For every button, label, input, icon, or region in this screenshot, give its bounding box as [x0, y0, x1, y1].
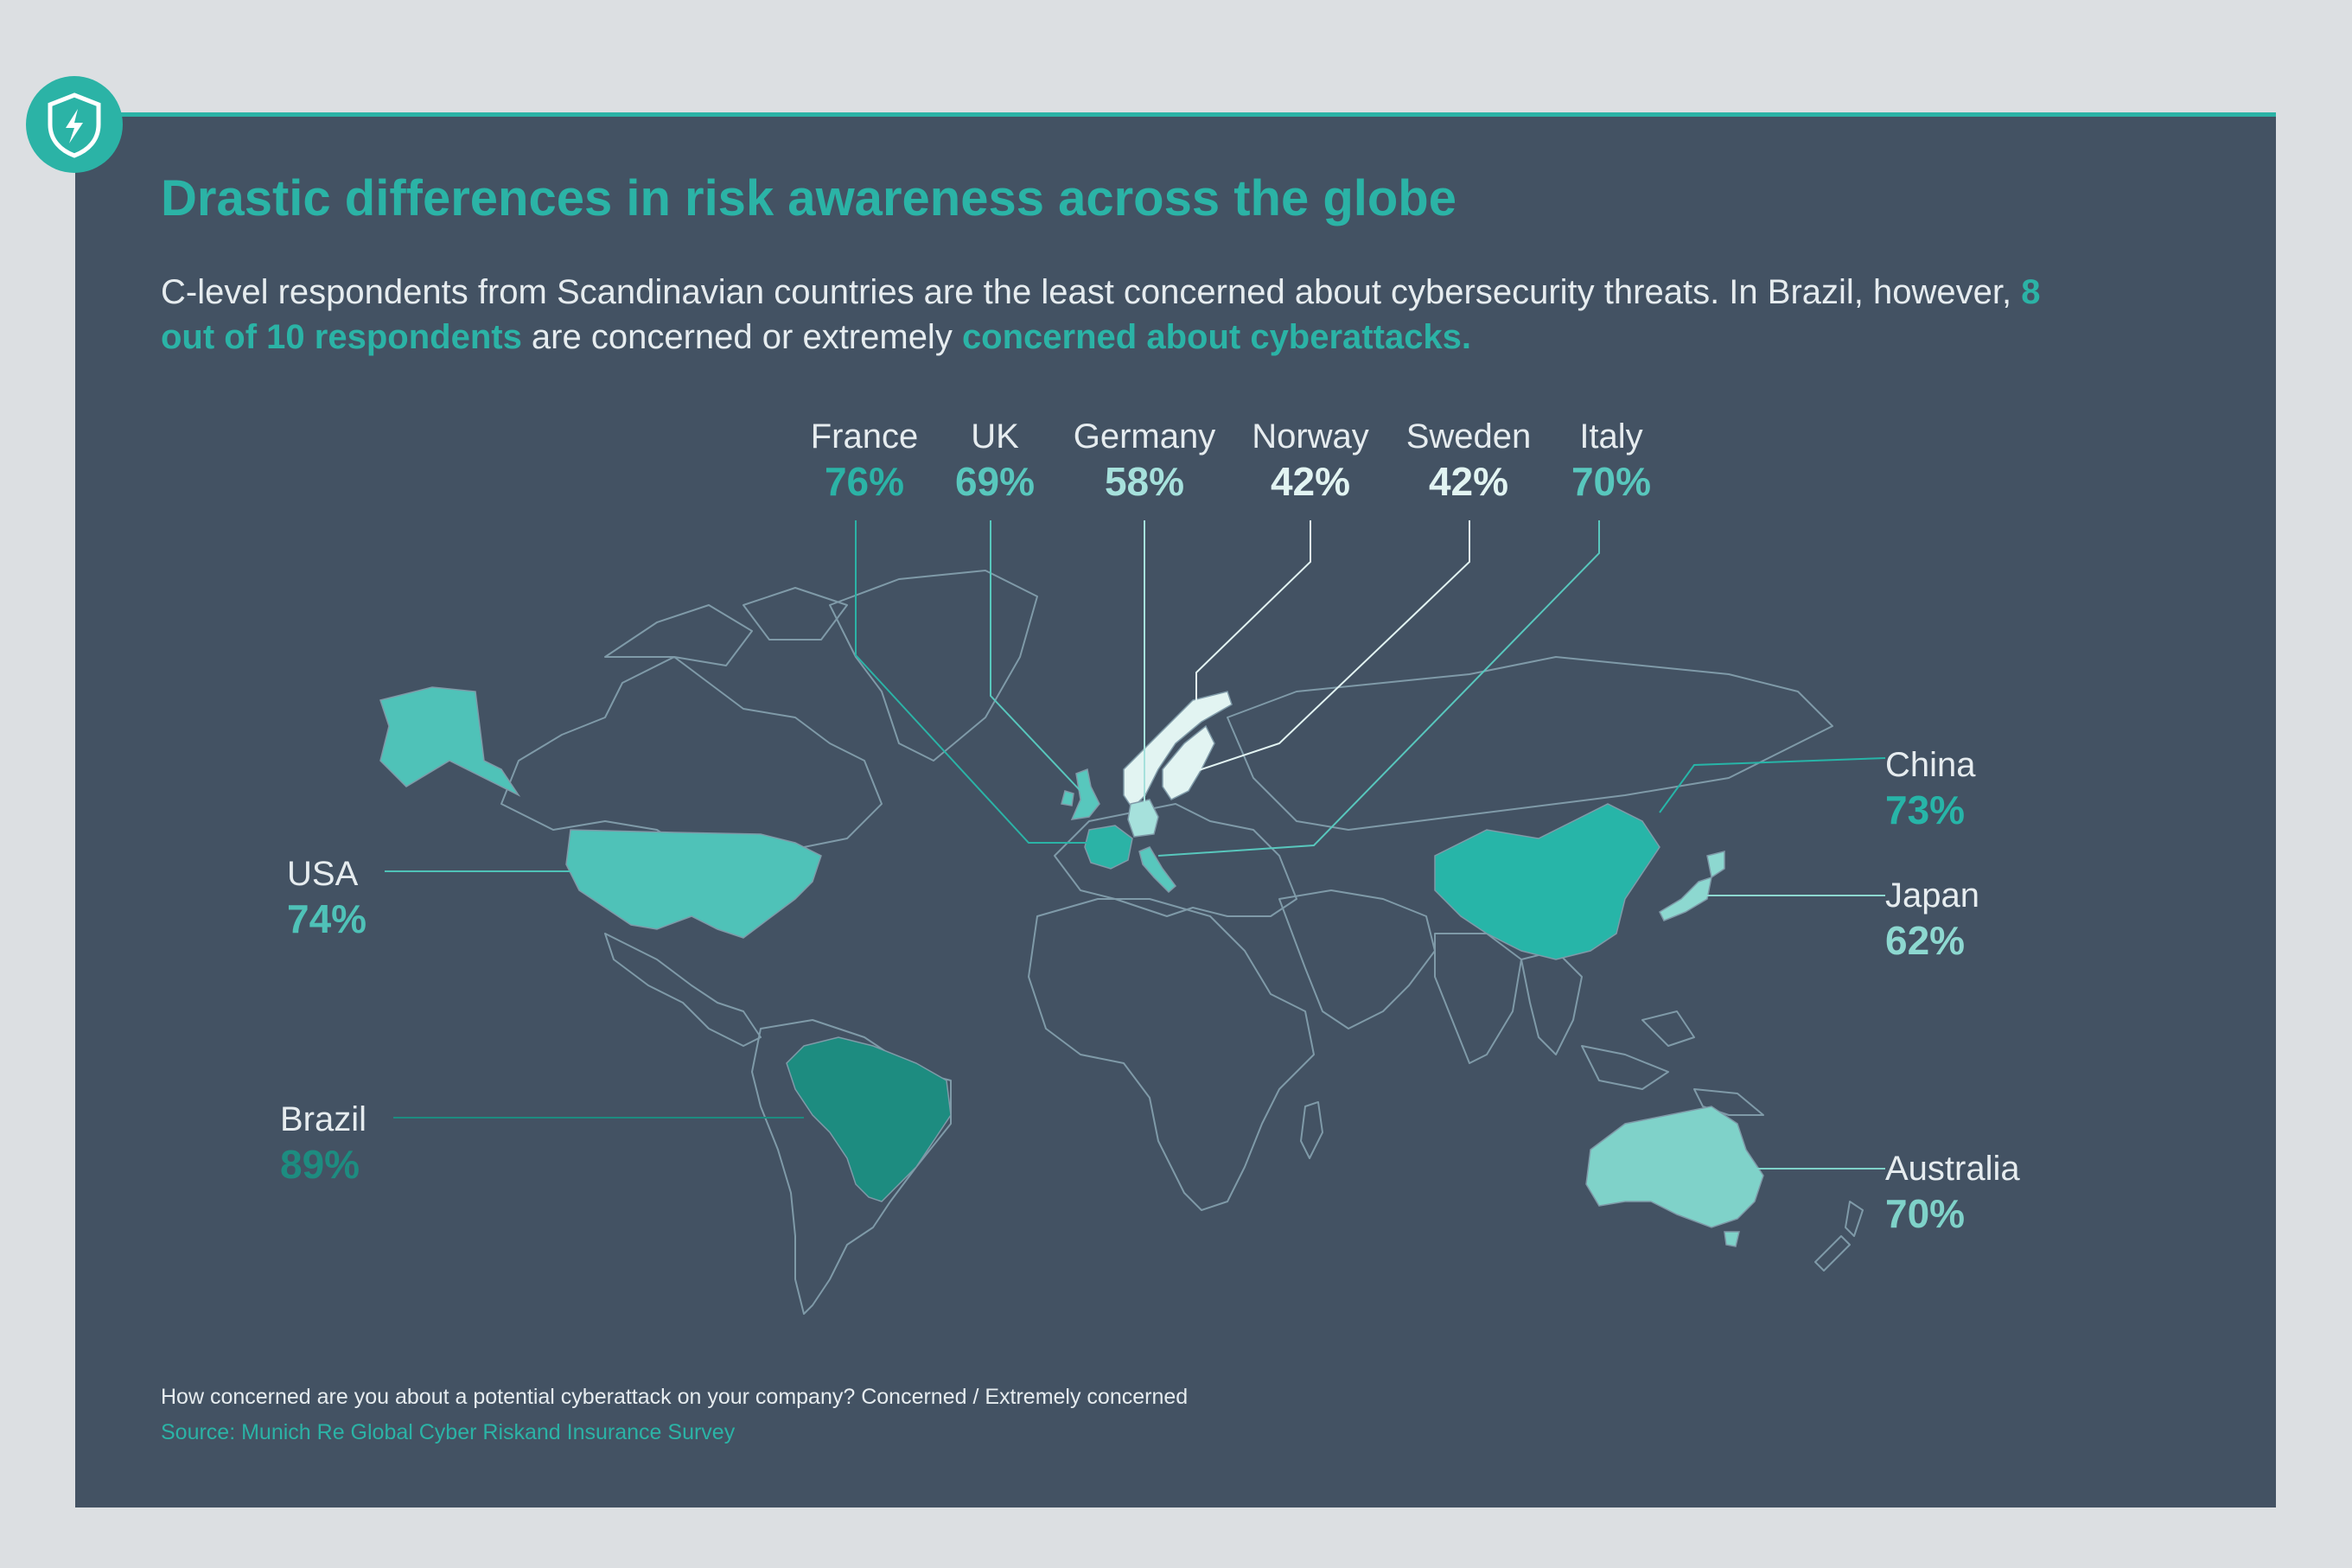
country-shape-china	[1434, 803, 1660, 960]
label-brazil: Brazil 89%	[280, 1100, 367, 1189]
label-australia: Australia 70%	[1885, 1149, 2020, 1239]
country-shape-italy	[1138, 846, 1177, 894]
label-japan: Japan 62%	[1885, 876, 1979, 966]
country-name-china: China	[1885, 746, 1976, 784]
label-uk: UK 69%	[955, 417, 1035, 507]
landmass-russia	[1227, 656, 1833, 831]
country-shape-usa	[565, 829, 822, 939]
subtitle-text-1: C-level respondents from Scandinavian co…	[161, 273, 2022, 311]
landmass-madagascar	[1300, 1101, 1323, 1159]
label-norway: Norway 42%	[1252, 417, 1369, 507]
landmass-papua	[1693, 1088, 1764, 1116]
country-value-norway: 42%	[1270, 459, 1351, 504]
country-name-australia: Australia	[1885, 1150, 2020, 1188]
leader-lines	[385, 520, 1886, 1170]
leader-line-italy	[1157, 520, 1600, 857]
page-title: Drastic differences in risk awareness ac…	[161, 170, 1456, 226]
landmass-middle-east	[1278, 889, 1436, 1029]
country-value-uk: 69%	[954, 459, 1036, 504]
country-shape-brazil	[786, 1036, 952, 1202]
top-accent-line	[75, 112, 2276, 117]
country-shape-uk	[1061, 768, 1100, 820]
leader-line-china	[1659, 757, 1886, 813]
subtitle-text-2: are concerned or extremely	[521, 318, 962, 356]
label-italy: Italy 70%	[1571, 417, 1651, 507]
leader-line-sweden	[1188, 520, 1470, 774]
label-usa: USA 74%	[287, 854, 367, 944]
leader-line-uk	[990, 520, 1081, 792]
country-shape-australia	[1585, 1106, 1764, 1228]
country-shape-france	[1084, 825, 1133, 870]
label-france: France 76%	[811, 417, 919, 507]
label-china: China 73%	[1885, 745, 1976, 835]
landmass-india	[1434, 933, 1522, 1064]
country-name-uk: UK	[971, 417, 1019, 456]
country-name-sweden: Sweden	[1405, 417, 1532, 456]
country-name-france: France	[810, 417, 919, 456]
survey-question: How concerned are you about a potential …	[161, 1385, 1189, 1409]
landmass-new-zealand	[1814, 1201, 1864, 1272]
country-value-france: 76%	[824, 459, 905, 504]
leader-line-france	[855, 520, 1106, 844]
source-note: Source: Munich Re Global Cyber Riskand I…	[161, 1420, 736, 1444]
landmass-africa	[1028, 898, 1315, 1211]
shield-lightning-icon	[48, 92, 101, 158]
country-name-norway: Norway	[1252, 417, 1369, 456]
country-name-germany: Germany	[1073, 417, 1216, 456]
landmass-greenland	[829, 570, 1038, 762]
country-name-italy: Italy	[1579, 417, 1643, 456]
landmass-central-america	[604, 933, 762, 1047]
country-shape-japan	[1659, 851, 1725, 921]
country-shape-germany	[1127, 799, 1159, 838]
country-value-brazil: 89%	[280, 1142, 360, 1187]
country-name-brazil: Brazil	[280, 1100, 367, 1138]
infographic-panel	[75, 116, 2276, 1507]
country-name-japan: Japan	[1885, 876, 1979, 915]
country-name-usa: USA	[287, 855, 359, 893]
country-value-italy: 70%	[1571, 459, 1652, 504]
country-shape-tasmania	[1724, 1231, 1740, 1247]
country-value-sweden: 42%	[1428, 459, 1509, 504]
country-value-japan: 62%	[1885, 918, 1966, 963]
country-value-australia: 70%	[1885, 1191, 1966, 1236]
subtitle-highlight-2: concerned about cyberattacks.	[961, 318, 1472, 356]
country-value-china: 73%	[1885, 787, 1966, 832]
leader-line-norway	[1195, 520, 1311, 717]
country-value-usa: 74%	[287, 896, 367, 941]
subtitle: C-level respondents from Scandinavian co…	[161, 270, 2062, 360]
label-germany: Germany 58%	[1074, 417, 1216, 507]
subtitle-highlight-1: 8 out of 10 respondents	[161, 273, 2041, 356]
logo-badge	[26, 76, 123, 173]
country-value-germany: 58%	[1104, 459, 1185, 504]
landmass-arctic-islands	[604, 587, 848, 666]
label-sweden: Sweden 42%	[1406, 417, 1532, 507]
country-shape-alaska	[379, 686, 521, 797]
landmass-southeast-asia	[1520, 950, 1695, 1090]
